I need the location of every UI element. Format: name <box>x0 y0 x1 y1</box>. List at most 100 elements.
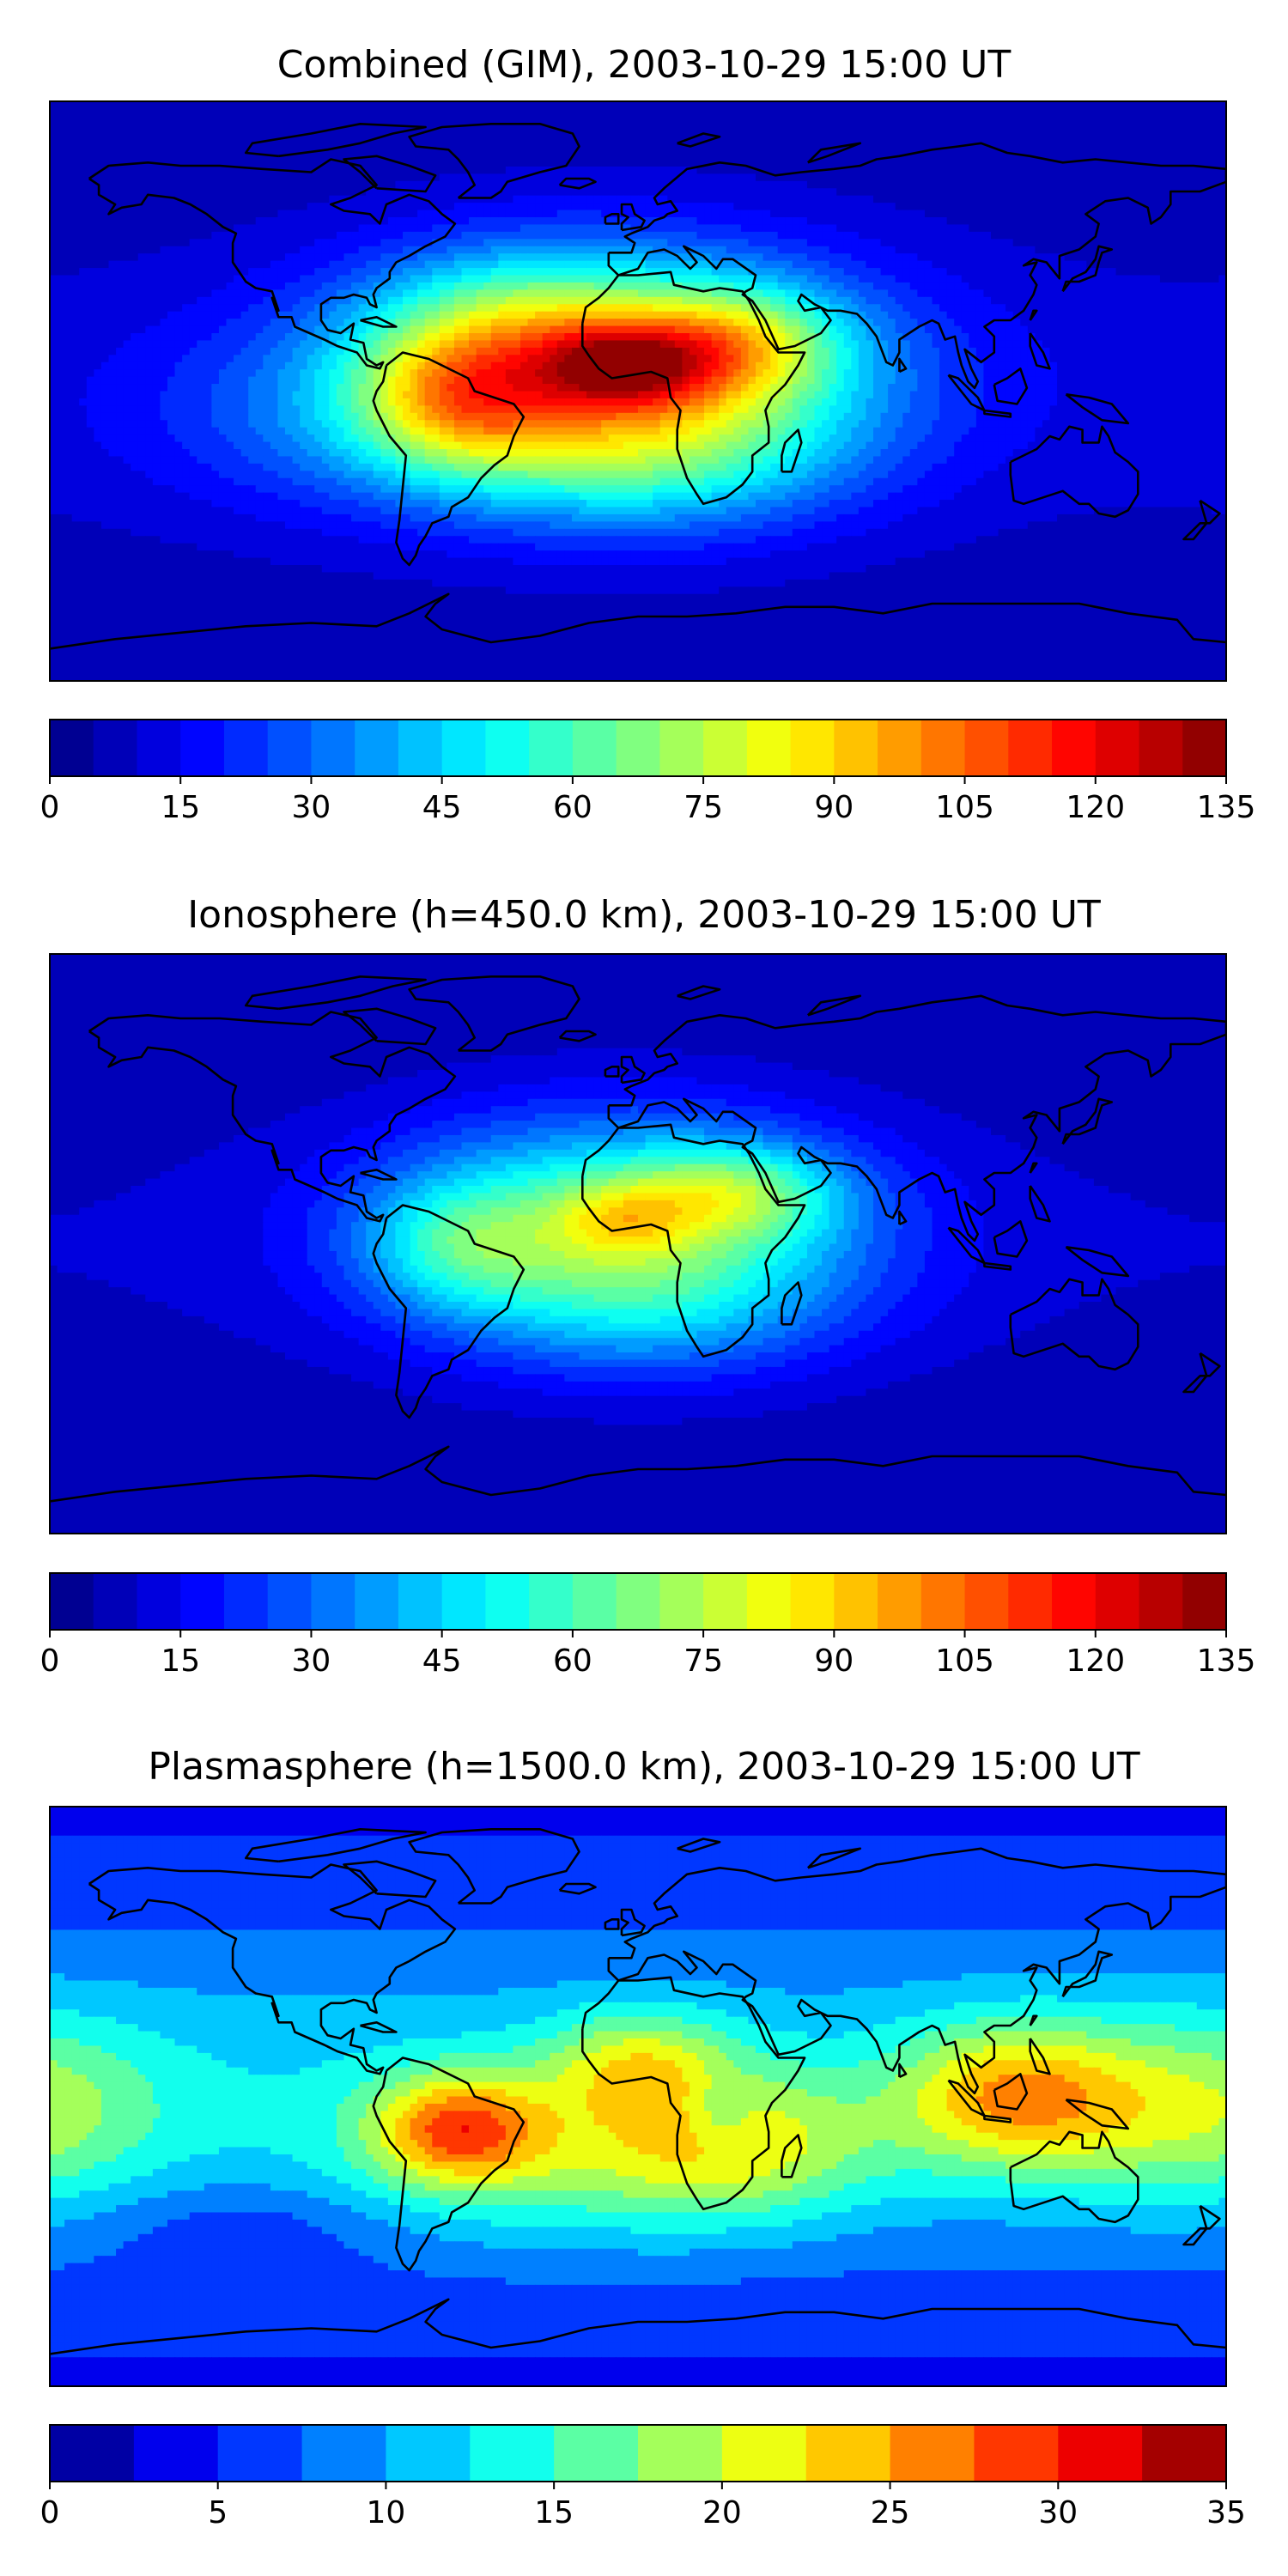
colorbar-3-tick-label: 35 <box>1206 2495 1246 2530</box>
coast-europe-asia <box>607 142 1226 390</box>
coast-africa <box>581 1976 806 2211</box>
colorbar-segment <box>311 720 355 776</box>
coast-cuba <box>360 1169 398 1181</box>
colorbar-segment <box>137 720 181 776</box>
coast-new-guinea <box>1065 2099 1130 2130</box>
colorbar-2-tick-label: 15 <box>161 1643 200 1679</box>
colorbar-segment <box>223 1573 269 1630</box>
colorbar-segment <box>1052 720 1097 776</box>
colorbar-segment <box>529 1573 574 1630</box>
colorbar-segment <box>398 1573 443 1630</box>
colorbar-1-tick-label: 135 <box>1197 790 1256 825</box>
coast-australia <box>1009 1278 1139 1371</box>
coast-taiwan <box>1029 2014 1038 2026</box>
coast-java <box>983 2114 1012 2123</box>
colorbar-segment <box>267 1573 312 1630</box>
colorbar-3-tick-label: 30 <box>1038 2495 1078 2530</box>
coast-ireland <box>604 1918 620 1930</box>
colorbar-2-tick-label: 75 <box>683 1643 723 1679</box>
colorbar-segment <box>964 720 1009 776</box>
coast-philippines <box>1029 2038 1051 2075</box>
coast-taiwan <box>1029 309 1038 321</box>
colorbar-2-tick-label: 105 <box>935 1643 994 1679</box>
colorbar-segment <box>355 1573 399 1630</box>
colorbar-segment <box>529 720 574 776</box>
colorbar-segment <box>50 720 94 776</box>
coast-madagascar <box>781 1281 803 1326</box>
colorbar-1-tick-label: 0 <box>40 790 60 825</box>
coast-north-america <box>88 1011 457 1223</box>
colorbar-segment <box>890 2425 975 2482</box>
colorbar-2-tick-label: 90 <box>814 1643 854 1679</box>
colorbar-1-tick-label: 90 <box>814 790 854 825</box>
colorbar-2 <box>49 1572 1227 1637</box>
coast-java <box>983 1261 1012 1271</box>
coast-baffin <box>343 1860 437 1899</box>
coast-philippines <box>1029 332 1051 370</box>
coast-sumatra <box>947 374 986 412</box>
colorbar-segment <box>834 720 878 776</box>
colorbar-segment <box>1139 720 1183 776</box>
coast-svalbard <box>677 985 721 1000</box>
colorbar-segment <box>1008 720 1053 776</box>
colorbar-segment <box>638 2425 723 2482</box>
colorbar-segment <box>1095 720 1140 776</box>
colorbar-segment <box>721 2425 807 2482</box>
coast-java <box>983 409 1012 418</box>
coast-baffin <box>343 155 437 193</box>
colorbar-segment <box>386 2425 471 2482</box>
coast-sri-lanka <box>898 1210 908 1226</box>
colorbar-segment <box>180 720 225 776</box>
colorbar-segment <box>93 1573 137 1630</box>
colorbar-2-tick-label: 30 <box>292 1643 331 1679</box>
coast-sri-lanka <box>898 357 908 374</box>
colorbar-segment <box>50 2425 135 2482</box>
coast-antarctica <box>50 1445 1226 1503</box>
map-1-field <box>50 101 1226 681</box>
colorbar-segment <box>703 720 748 776</box>
panel-3-title: Plasmasphere (h=1500.0 km), 2003-10-29 1… <box>0 1745 1288 1789</box>
coast-new-zealand <box>1182 2204 1221 2246</box>
colorbar-segment <box>878 720 922 776</box>
colorbar-segment <box>1008 1573 1053 1630</box>
colorbar-segment <box>485 1573 530 1630</box>
coast-africa <box>581 1123 806 1358</box>
colorbar-segment <box>470 2425 555 2482</box>
colorbar-segment <box>790 720 835 776</box>
coast-cuba <box>360 316 398 328</box>
colorbar-segment <box>398 720 443 776</box>
coast-australia <box>1009 2130 1139 2224</box>
map-3-frame <box>49 1806 1227 2387</box>
coast-greenland <box>408 123 580 199</box>
coast-new-guinea <box>1065 393 1130 425</box>
coast-madagascar <box>781 428 803 473</box>
colorbar-segment <box>790 1573 835 1630</box>
colorbar-segment <box>485 720 530 776</box>
coast-baffin <box>343 1007 437 1046</box>
panel-2-title: Ionosphere (h=450.0 km), 2003-10-29 15:0… <box>0 893 1288 937</box>
colorbar-segment <box>223 720 269 776</box>
colorbar-segment <box>217 2425 303 2482</box>
colorbar-segment <box>180 1573 225 1630</box>
colorbar-segment <box>572 1573 617 1630</box>
coast-iceland <box>558 1030 597 1042</box>
colorbar-segment <box>301 2425 386 2482</box>
coast-new-guinea <box>1065 1246 1130 1278</box>
colorbar-segment <box>355 720 399 776</box>
coast-south-america <box>372 351 526 567</box>
colorbar-3-tick-label: 5 <box>208 2495 228 2530</box>
coast-japan <box>1061 245 1114 293</box>
colorbar-segment <box>1182 1573 1227 1630</box>
coast-greenland <box>408 975 580 1052</box>
colorbar-segment <box>441 1573 486 1630</box>
map-2-field <box>50 954 1226 1534</box>
colorbar-1-tick-label: 30 <box>292 790 331 825</box>
colorbar-2-tick-label: 120 <box>1066 1643 1125 1679</box>
coast-new-zealand <box>1182 1352 1221 1394</box>
colorbar-1-tick-label: 15 <box>161 790 200 825</box>
colorbar-segment <box>572 720 617 776</box>
colorbar-segment <box>1182 720 1227 776</box>
coast-europe-asia <box>607 994 1226 1242</box>
coast-arctic-islands <box>245 123 427 158</box>
